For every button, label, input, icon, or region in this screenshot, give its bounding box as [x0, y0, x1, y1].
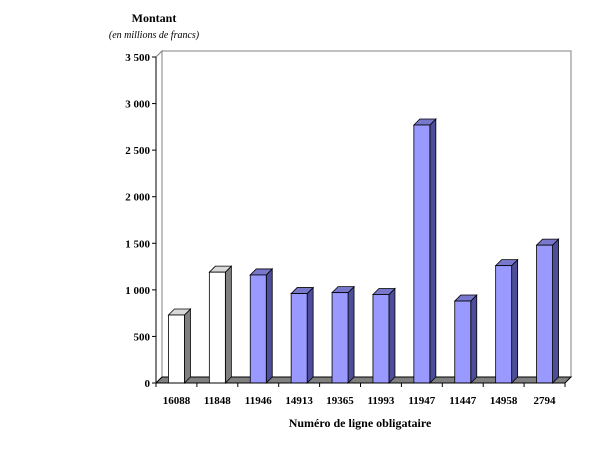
bar-front: [495, 265, 513, 384]
x-tick-label: 14913: [285, 395, 313, 407]
bar-side: [265, 267, 273, 384]
bar-side: [224, 265, 232, 384]
bar-14913: [290, 286, 315, 384]
bar-11993: [371, 287, 396, 384]
y-axis: 0 500 1 000 1 500 2 000 2 500 3 000 3 500: [125, 52, 157, 390]
x-tick-label: 16088: [163, 395, 191, 407]
bar-2794: [535, 238, 560, 384]
bar-front: [208, 271, 226, 384]
bar-side: [470, 294, 478, 384]
bar-front: [168, 314, 185, 384]
x-tick-label: 19365: [326, 395, 354, 407]
chart-subtitle: (en millions de francs): [109, 30, 200, 41]
bar-side: [552, 238, 559, 384]
bar-front: [413, 124, 431, 384]
y-tick-label: 500: [134, 331, 151, 343]
bar-11447: [453, 294, 478, 384]
bar-front: [372, 294, 390, 384]
bar-side: [388, 287, 396, 384]
bar-14958: [494, 258, 519, 384]
x-tick-label: 11993: [367, 395, 394, 407]
y-tick-label: 3 500: [125, 52, 150, 64]
side-wall: [155, 49, 163, 385]
bar-16088: [167, 308, 192, 384]
bar-front: [454, 300, 472, 384]
x-tick-label: 2794: [534, 395, 557, 407]
x-tick-label: 11947: [408, 395, 435, 407]
bar-front: [249, 274, 267, 384]
bar-side: [511, 258, 519, 384]
bar-side: [306, 286, 314, 384]
y-tick-label: 1 500: [125, 238, 150, 250]
bar-front: [536, 244, 553, 384]
x-axis-label: Numéro de ligne obligataire: [289, 416, 432, 430]
bar-11947: [412, 118, 437, 384]
y-tick-label: 2 500: [125, 145, 150, 157]
x-tick-label: 14958: [490, 395, 518, 407]
y-tick-label: 0: [145, 378, 151, 390]
bar-front: [290, 293, 308, 384]
y-tick-label: 2 000: [125, 192, 150, 204]
bar-side: [184, 308, 191, 384]
y-tick-label: 3 000: [125, 99, 150, 111]
bar-19365: [331, 285, 356, 384]
bar-11848: [208, 265, 233, 384]
bar-front: [331, 292, 349, 384]
x-tick-label: 11946: [245, 395, 272, 407]
bar-side: [429, 118, 437, 384]
x-axis: 16088 11848 11946 14913 19365 11993 11947 11447…: [155, 382, 566, 407]
x-tick-label: 11447: [449, 395, 476, 407]
bars: [167, 118, 560, 384]
x-tick-label: 11848: [204, 395, 231, 407]
bar-side: [347, 285, 355, 384]
chart-title: Montant: [132, 11, 177, 25]
y-tick-label: 1 000: [125, 285, 150, 297]
bar-11946: [249, 267, 274, 384]
